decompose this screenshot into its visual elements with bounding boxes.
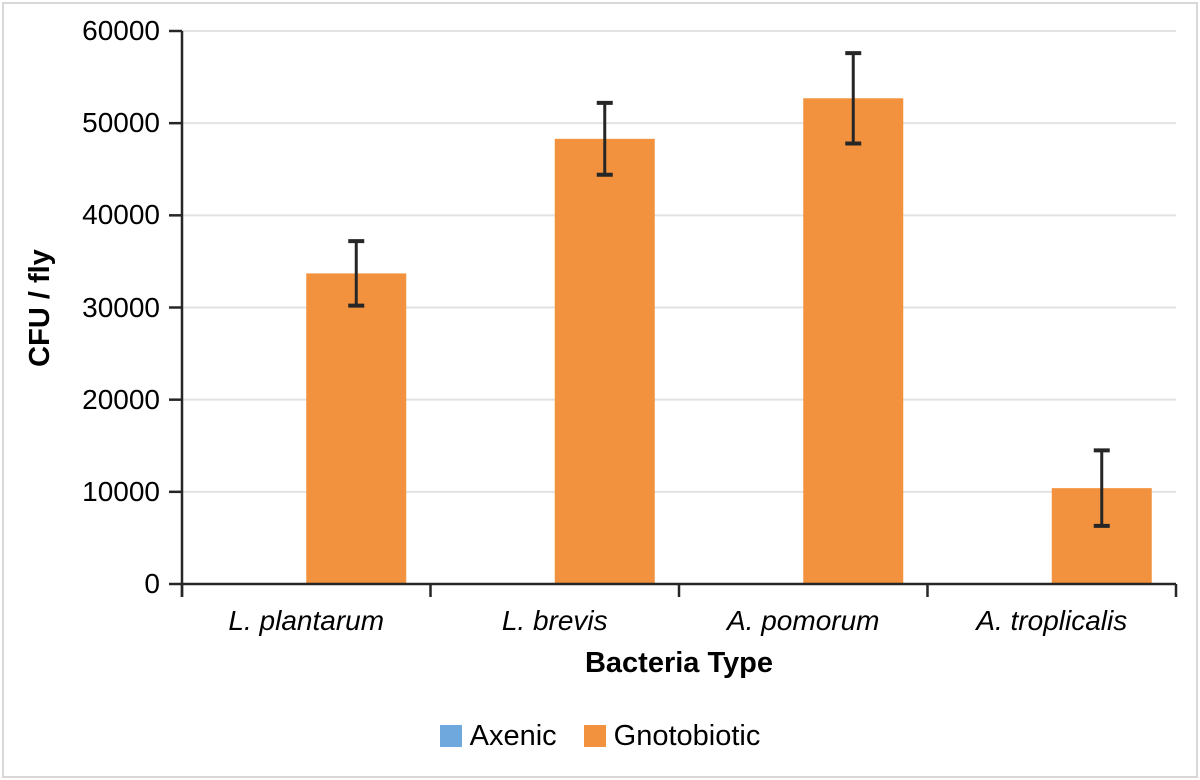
x-axis-title: Bacteria Type	[584, 647, 774, 679]
x-category-label: L. plantarum	[228, 605, 385, 636]
bar-gnotobiotic-1	[306, 273, 407, 584]
legend-label: Gnotobiotic	[613, 720, 761, 752]
bar-gnotobiotic-2	[554, 138, 655, 584]
y-tick-label: 40000	[82, 199, 160, 231]
legend-item-axenic: Axenic	[439, 719, 557, 753]
y-tick-label: 30000	[82, 291, 160, 323]
legend-swatch-gnotobiotic	[583, 725, 606, 747]
y-tick-label: 60000	[82, 15, 160, 46]
legend-label: Axenic	[469, 720, 557, 752]
y-axis-title: CFU / fly	[24, 249, 56, 367]
x-category-label: L. brevis	[501, 605, 608, 636]
y-tick-label: 0	[144, 568, 160, 599]
x-category-label: A. pomorum	[727, 605, 880, 636]
bar-gnotobiotic-3	[803, 98, 904, 584]
x-category-label: A. troplicalis	[976, 605, 1128, 636]
chart-legend: Axenic Gnotobiotic	[0, 716, 1200, 756]
y-tick-label: 50000	[82, 107, 160, 139]
y-tick-label: 10000	[82, 475, 160, 507]
legend-item-gnotobiotic: Gnotobiotic	[583, 719, 761, 753]
legend-swatch-axenic	[439, 725, 462, 747]
y-tick-label: 20000	[82, 383, 160, 415]
